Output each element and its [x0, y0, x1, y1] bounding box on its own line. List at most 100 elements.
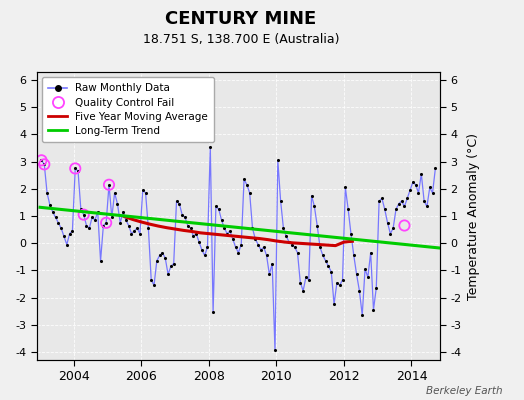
Point — [316, 244, 324, 250]
Point — [293, 250, 302, 256]
Point — [423, 203, 431, 210]
Point — [364, 274, 372, 280]
Point — [366, 250, 375, 256]
Point — [192, 230, 200, 237]
Point — [265, 271, 274, 278]
Point — [417, 171, 425, 177]
Point — [40, 161, 48, 168]
Point — [102, 220, 111, 226]
Point — [228, 236, 237, 242]
Point — [392, 206, 400, 212]
Point — [93, 209, 102, 215]
Point — [105, 182, 113, 188]
Point — [268, 260, 276, 267]
Point — [214, 206, 223, 212]
Point — [107, 214, 116, 220]
Point — [243, 182, 251, 188]
Point — [375, 198, 384, 204]
Point — [344, 206, 352, 212]
Point — [378, 195, 386, 202]
Point — [420, 198, 428, 204]
Point — [37, 157, 46, 164]
Point — [251, 236, 259, 242]
Point — [353, 271, 361, 278]
Point — [220, 225, 228, 232]
Point — [43, 190, 51, 196]
Point — [234, 250, 243, 256]
Legend: Raw Monthly Data, Quality Control Fail, Five Year Moving Average, Long-Term Tren: Raw Monthly Data, Quality Control Fail, … — [42, 77, 214, 142]
Point — [299, 288, 308, 294]
Point — [62, 241, 71, 248]
Point — [409, 179, 417, 185]
Point — [431, 165, 440, 172]
Point — [57, 225, 66, 232]
Point — [60, 233, 68, 240]
Point — [203, 244, 212, 250]
Point — [119, 209, 127, 215]
Point — [355, 288, 364, 294]
Point — [259, 244, 268, 250]
Point — [308, 192, 316, 199]
Point — [96, 258, 105, 264]
Point — [369, 306, 378, 313]
Point — [339, 277, 347, 283]
Point — [386, 230, 395, 237]
Point — [189, 233, 198, 240]
Point — [282, 233, 290, 240]
Point — [358, 312, 366, 318]
Point — [414, 190, 423, 196]
Point — [68, 228, 77, 234]
Point — [429, 190, 437, 196]
Text: Berkeley Earth: Berkeley Earth — [427, 386, 503, 396]
Point — [156, 252, 164, 258]
Point — [237, 241, 245, 248]
Point — [82, 222, 91, 229]
Point — [113, 200, 122, 207]
Point — [310, 203, 319, 210]
Point — [232, 244, 240, 250]
Point — [54, 220, 62, 226]
Point — [116, 220, 124, 226]
Point — [152, 258, 161, 264]
Point — [279, 225, 288, 232]
Point — [49, 209, 57, 215]
Point — [335, 282, 344, 288]
Point — [380, 206, 389, 212]
Point — [319, 252, 327, 258]
Point — [313, 222, 321, 229]
Point — [66, 230, 74, 237]
Point — [406, 187, 414, 193]
Point — [127, 230, 136, 237]
Point — [88, 214, 96, 220]
Point — [395, 200, 403, 207]
Point — [175, 200, 183, 207]
Point — [150, 282, 158, 288]
Point — [195, 239, 203, 245]
Point — [122, 217, 130, 223]
Point — [144, 225, 152, 232]
Point — [324, 263, 333, 270]
Point — [201, 252, 209, 258]
Point — [226, 228, 234, 234]
Point — [271, 347, 279, 354]
Point — [71, 165, 80, 172]
Point — [74, 168, 82, 174]
Point — [91, 217, 99, 223]
Point — [296, 279, 304, 286]
Point — [105, 182, 113, 188]
Point — [209, 309, 217, 316]
Point — [40, 161, 48, 168]
Point — [111, 190, 119, 196]
Point — [183, 222, 192, 229]
Point — [397, 198, 406, 204]
Point — [223, 230, 232, 237]
Point — [147, 277, 156, 283]
Point — [403, 195, 411, 202]
Point — [158, 250, 167, 256]
Point — [77, 206, 85, 212]
Point — [178, 212, 187, 218]
Point — [304, 277, 313, 283]
Point — [245, 190, 254, 196]
Point — [138, 187, 147, 193]
Point — [164, 271, 172, 278]
